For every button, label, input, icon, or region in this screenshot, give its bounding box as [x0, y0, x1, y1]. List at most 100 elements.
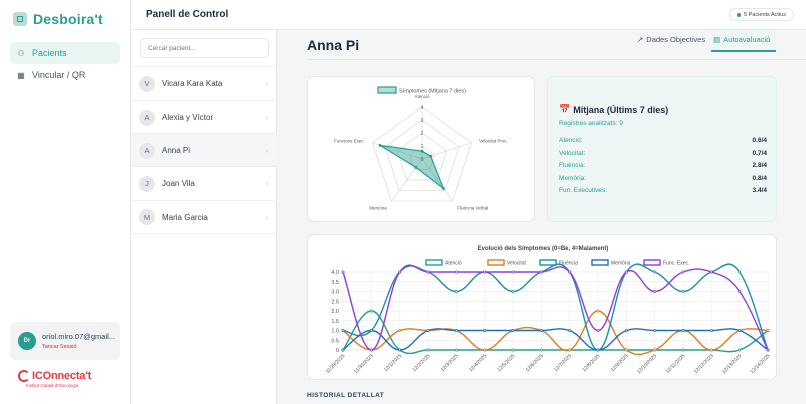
stat-value: 0.7/4	[752, 149, 767, 157]
series-point	[766, 348, 770, 352]
tab-objective-data[interactable]: ↗ Dades Objectives	[635, 30, 711, 52]
stat-row: Velocitat: 0.7/4	[559, 150, 767, 157]
series-point	[426, 348, 430, 352]
chevron-right-icon: ›	[265, 113, 268, 122]
y-tick-label: 2.5	[331, 299, 339, 305]
x-tick-label: 12/6/2025	[525, 353, 545, 373]
series-line	[342, 310, 769, 356]
series-point	[738, 329, 742, 333]
x-tick-label: 12/1/2025	[383, 353, 403, 373]
series-point	[709, 348, 713, 352]
legend-swatch	[377, 86, 397, 94]
series-point	[341, 348, 345, 352]
status-badge: 5 Pacients Actius	[729, 8, 794, 21]
legend-label: Atenció	[445, 261, 462, 267]
stat-row: Atenció: 0.6/4	[559, 137, 767, 144]
logout-link[interactable]: Tancar Sessió	[42, 344, 77, 350]
radar-axis-label: Funcions Exec.	[334, 138, 365, 143]
series-point	[681, 329, 685, 333]
radar-data-point	[429, 154, 433, 158]
y-tick-label: 0.5	[331, 338, 339, 344]
patient-avatar: V	[139, 75, 155, 92]
tab-self-assessment[interactable]: ▤ Autoavaluació	[711, 30, 777, 52]
chart-icon: ↗	[637, 35, 644, 44]
x-tick-label: 12/8/2025	[581, 353, 601, 373]
series-point	[539, 348, 543, 352]
partner-name: ICOnnecta't	[32, 370, 92, 382]
list-item[interactable]: A Anna Pi ›	[131, 133, 277, 167]
series-point	[596, 348, 600, 352]
qr-icon: ▦	[17, 70, 25, 80]
series-point	[568, 270, 572, 274]
series-point	[483, 348, 487, 352]
patient-avatar: A	[139, 142, 155, 159]
legend-label: Memòria	[611, 261, 631, 267]
patient-name: Maria Garcia	[162, 212, 208, 222]
patient-avatar: M	[139, 209, 155, 225]
x-tick-label: 12/4/2025	[468, 353, 488, 373]
series-line	[342, 263, 769, 351]
radar-data-point	[414, 166, 418, 169]
stat-label: Fluència:	[559, 162, 586, 169]
series-point	[341, 329, 345, 333]
series-point	[369, 309, 373, 313]
stat-row: Fun. Executives: 3.4/4	[559, 187, 767, 194]
sidebar-item-link-qr[interactable]: ▦ Vincular / QR	[10, 64, 120, 86]
list-item[interactable]: M Maria Garcia ›	[131, 200, 277, 234]
y-tick-label: 3.5	[331, 280, 339, 286]
series-point	[426, 270, 430, 274]
series-point	[624, 270, 628, 274]
list-item[interactable]: J Joan Vila ›	[131, 166, 277, 200]
sidebar-item-label: Vincular / QR	[32, 70, 86, 80]
brand-name: Desboira't	[33, 11, 103, 27]
list-item[interactable]: V Vicara Kara Kata ›	[131, 66, 277, 100]
series-point	[454, 348, 458, 352]
sidebar-item-patients[interactable]: ⚇ Pacients	[10, 42, 120, 64]
y-tick-label: 3.0	[331, 290, 339, 296]
top-header: Panell de Control 5 Pacients Actius	[131, 0, 806, 30]
legend-swatch	[539, 259, 557, 266]
tab-label: Autoavaluació	[723, 35, 771, 44]
series-point	[596, 329, 600, 333]
y-tick-label: 4.0	[331, 270, 339, 276]
status-dot-icon	[737, 12, 742, 17]
stat-label: Memòria:	[559, 174, 587, 182]
stat-value: 0.6/4	[752, 137, 767, 144]
series-line	[342, 310, 769, 355]
brand[interactable]: Desboira't	[13, 11, 103, 27]
series-point	[738, 290, 742, 294]
series-point	[738, 348, 742, 352]
radar-chart-card: Símptomes (Mitjana 7 dies) 0 1 2 3 4 Atenció Ve…	[307, 76, 535, 222]
patient-title: Anna Pi	[307, 37, 360, 53]
series-point	[653, 329, 657, 333]
stats-card: 📅 Mitjana (Últims 7 dies) Registres anal…	[547, 76, 777, 222]
y-tick-label: 2.0	[331, 309, 339, 315]
radar-tick-label: 2	[421, 131, 424, 137]
radar-data-point	[441, 187, 445, 190]
radar-chart: Símptomes (Mitjana 7 dies) 0 1 2 3 4 Atenció Ve…	[334, 86, 508, 211]
chevron-right-icon: ›	[265, 79, 268, 88]
radar-grid-ring	[372, 106, 472, 202]
radar-data-point	[420, 149, 424, 153]
partner-logo: ICOnnecta't Institut Català d'Oncologia	[18, 370, 91, 388]
search-input[interactable]	[140, 38, 269, 58]
stat-row: Memòria: 0.8/4	[559, 175, 767, 182]
sidebar-item-label: Pacients	[32, 48, 67, 58]
stats-title-text: Mitjana (Últims 7 dies)	[573, 104, 669, 115]
series-point	[624, 329, 628, 333]
stat-row: Fluència: 2.8/4	[559, 162, 767, 169]
radar-grid-ring	[409, 145, 435, 170]
list-item[interactable]: A Alexia y Víctor ›	[131, 100, 277, 134]
radar-tick-label: 3	[421, 118, 424, 124]
radar-tick-label: 4	[421, 105, 424, 111]
series-point	[568, 329, 572, 333]
series-point	[454, 290, 458, 294]
page-title: Panell de Control	[146, 9, 229, 20]
radar-data-area	[379, 144, 445, 191]
series-line	[342, 264, 769, 351]
stat-label: Velocitat:	[559, 149, 586, 157]
series-point	[454, 329, 458, 333]
legend-swatch	[591, 259, 609, 266]
partner-subtitle: Institut Català d'Oncologia	[26, 383, 79, 388]
chevron-right-icon: ›	[265, 146, 268, 155]
